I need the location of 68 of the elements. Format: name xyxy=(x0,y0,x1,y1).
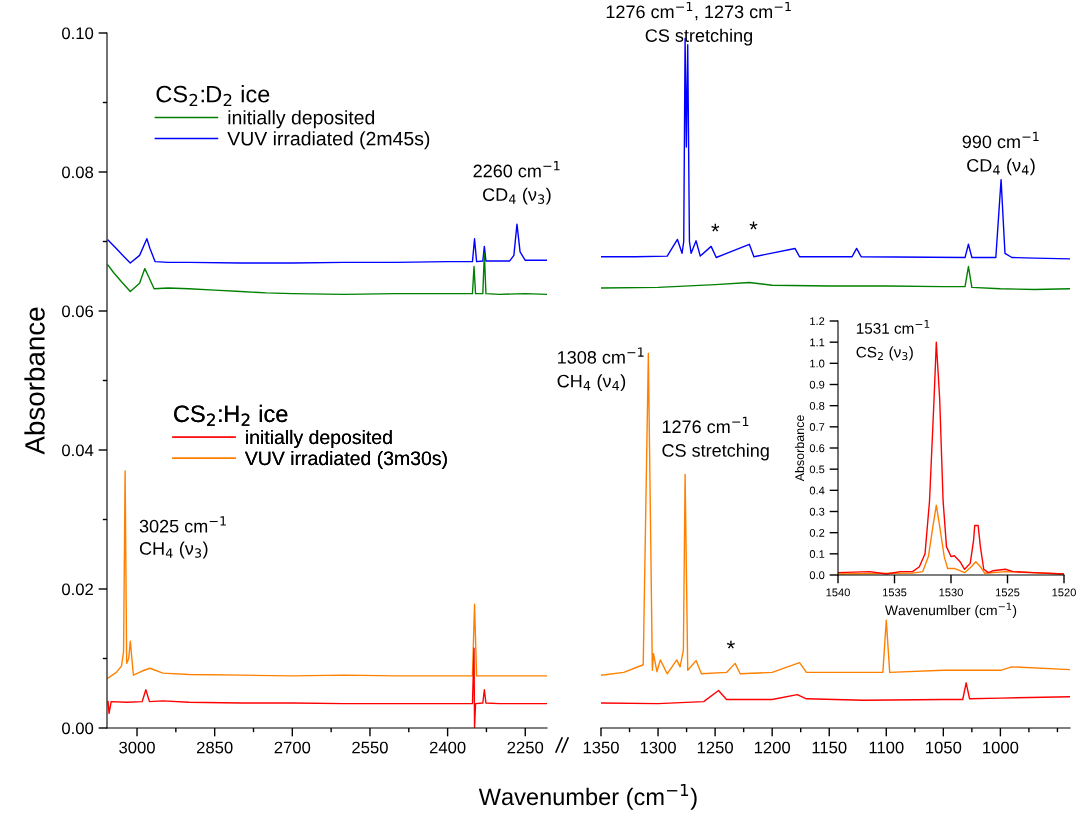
x-tick-label: 1050 xyxy=(926,741,962,754)
line-series xyxy=(107,470,547,679)
annotation: CS$_{2}$:H$_{2}$ ice xyxy=(174,404,288,426)
x-tick-label: 1350 xyxy=(583,741,619,754)
x-tick-label: 1520 xyxy=(1052,588,1076,597)
y-tick-label: 0.04 xyxy=(62,444,94,457)
y-tick-label: 0.5 xyxy=(809,465,825,474)
legend-label: initially deposited xyxy=(228,110,375,129)
x-tick-label: 3000 xyxy=(119,741,155,754)
annotation: CS stretching xyxy=(662,443,769,461)
x-tick-label: 2400 xyxy=(429,741,466,754)
y-tick-label: 0.4 xyxy=(809,486,825,495)
y-tick-label: 0.0 xyxy=(809,571,825,580)
y-tick-label: 0.3 xyxy=(809,507,825,516)
y-tick-label: 0.1 xyxy=(809,550,825,558)
x-tick-label: 1100 xyxy=(869,741,904,754)
annotation: 1531 cm$^{−1}$ xyxy=(856,320,930,334)
annotation: CH$_{4}$ (ν$_{4}$) xyxy=(557,374,626,392)
y-tick-label: 0.8 xyxy=(809,401,825,410)
y-tick-label: 1.2 xyxy=(810,317,825,326)
legend-label: VUV irradiated (3m30s) xyxy=(244,450,447,470)
x-tick-label: 1000 xyxy=(983,741,1019,754)
annotation: CH$_{4}$ (ν$_{3}$) xyxy=(139,541,208,559)
y-tick-label: 1.0 xyxy=(810,359,825,368)
line-series xyxy=(107,252,547,296)
x-tick-label: 1540 xyxy=(826,588,850,597)
x-tick-label: 1300 xyxy=(640,741,676,754)
x-tick-label: 2700 xyxy=(274,741,311,754)
legend-label: initially deposited xyxy=(246,429,392,448)
x-tick-label: 2550 xyxy=(352,741,388,754)
x-axis-title: Wavenumber (cm$^{−1}$) xyxy=(478,783,697,810)
y-tick-label: 0.06 xyxy=(62,305,94,318)
x-axis-title: Wavenumlber (cm$^{−1}$) xyxy=(884,602,1017,618)
annotation: 1308 cm$^{−1}$ xyxy=(558,347,644,364)
line-series xyxy=(107,223,547,264)
annotation: 2260 cm$^{−1}$ xyxy=(473,161,560,178)
x-tick-label: 1530 xyxy=(939,588,963,597)
x-tick-label: 2250 xyxy=(507,741,544,754)
y-tick-label: 0.9 xyxy=(809,380,825,389)
x-tick-label: 1150 xyxy=(812,741,847,754)
annotation: * xyxy=(726,640,735,649)
annotation: * xyxy=(711,223,720,232)
y-tick-label: 0.10 xyxy=(62,27,94,40)
annotation: 990 cm$^{−1}$ xyxy=(962,131,1039,149)
y-tick-label: 0.08 xyxy=(62,166,94,179)
x-tick-label: 1535 xyxy=(882,588,907,597)
annotation: * xyxy=(749,221,758,230)
annotation: 1276 cm$^{−1}$, 1273 cm$^{−1}$ xyxy=(606,1,791,21)
x-tick-label: 2850 xyxy=(196,741,233,754)
y-tick-label: 0.2 xyxy=(809,528,825,537)
annotation: 3025 cm$^{−1}$ xyxy=(139,516,226,533)
annotation: CD$_{4}$ (ν$_{3}$) xyxy=(483,187,551,205)
x-tick-label: 1200 xyxy=(754,741,791,754)
legend-label: VUV irradiated (2m45s) xyxy=(227,131,430,150)
x-tick-label: 1525 xyxy=(995,588,1020,597)
y-tick-label: 0.7 xyxy=(809,423,825,431)
annotation: CS$_{2}$:D$_{2}$ ice xyxy=(156,85,270,107)
y-axis-title: Absorbance xyxy=(794,415,805,482)
annotation: CS stretching xyxy=(645,28,753,46)
y-axis-title: Absorbance xyxy=(24,307,45,455)
y-tick-label: 0.6 xyxy=(809,444,825,453)
y-tick-label: 0.02 xyxy=(62,583,93,596)
annotation: CS$_{2}$ (ν$_{3}$) xyxy=(856,346,913,361)
annotation: CD$_{4}$ (ν$_{4}$) xyxy=(967,158,1035,176)
y-tick-label: 0.00 xyxy=(62,722,94,735)
annotation: 1276 cm$^{−1}$ xyxy=(662,416,749,434)
y-tick-label: 1.1 xyxy=(810,338,825,347)
x-tick-label: 1250 xyxy=(697,741,733,754)
